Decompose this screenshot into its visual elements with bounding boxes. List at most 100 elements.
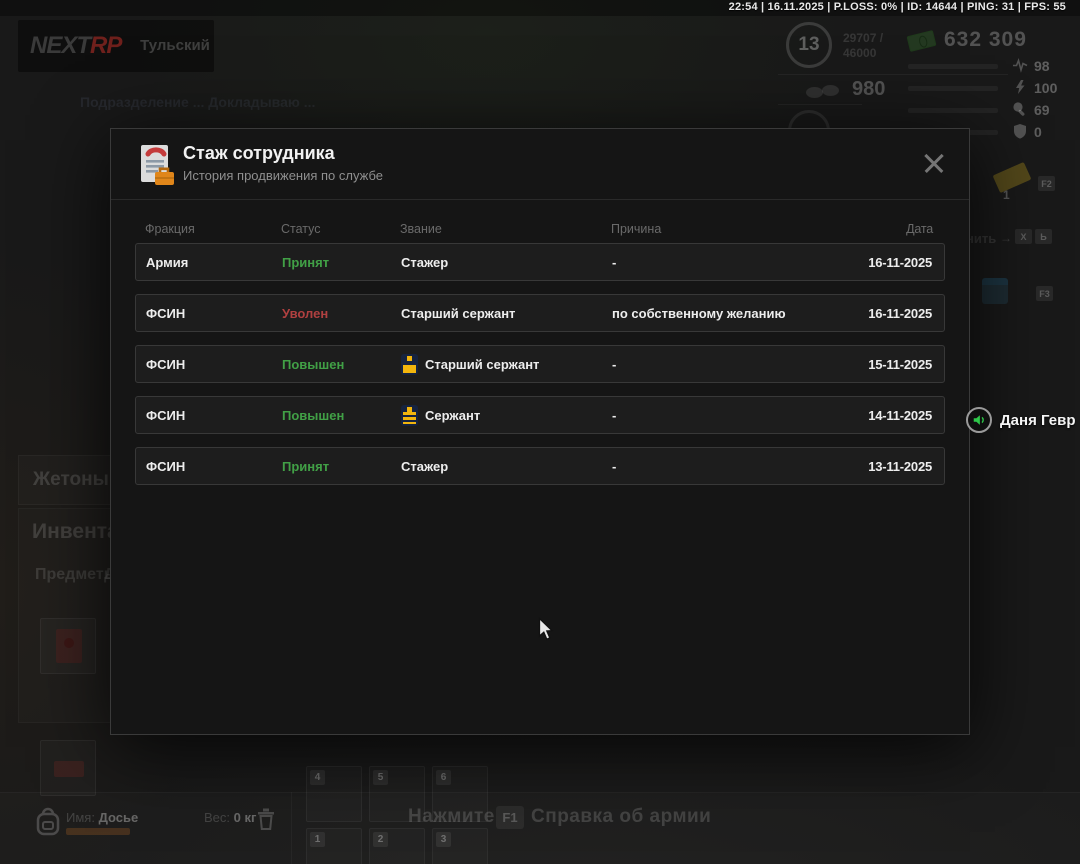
backpack-icon [36, 807, 60, 836]
level-value: 13 [798, 34, 820, 55]
table-row: ФСИН Повышен Сержант - 14-11-2025 [135, 396, 945, 434]
status-cell: Принят [282, 254, 330, 270]
rank-label: Старший сержант [425, 356, 540, 372]
stat-bar-track [908, 108, 998, 113]
document-briefcase-icon [141, 145, 174, 185]
stat-hunger: 69 [908, 100, 1078, 122]
hotbar-slot-number: 5 [373, 770, 388, 785]
history-table: Фракция Статус Звание Причина Дата Армия… [135, 200, 945, 485]
stat-bar-track [908, 64, 998, 69]
table-row: ФСИН Повышен Старший сержант - 15-11-202… [135, 345, 945, 383]
key-x-badge: X [1015, 229, 1032, 244]
passport-item-icon [56, 629, 82, 663]
close-icon[interactable] [917, 146, 951, 180]
stat-bar-track [908, 86, 998, 91]
hotbar-slot-number: 6 [436, 770, 451, 785]
top-strip [0, 0, 1080, 16]
modal-title: Стаж сотрудника [183, 143, 335, 163]
employee-experience-modal: Стаж сотрудника История продвижения по с… [110, 128, 970, 735]
arrow-icon: → [1000, 231, 1012, 245]
hotbar-slot-number: 1 [310, 832, 325, 847]
rank-cell: Старший сержант [401, 306, 612, 321]
trash-icon [258, 808, 274, 830]
key-soft-badge: Ь [1035, 229, 1052, 244]
hotbar-slot: 1 [306, 828, 362, 864]
date-cell: 15-11-2025 [868, 356, 932, 372]
table-header-row: Фракция Статус Звание Причина Дата [135, 200, 945, 243]
hotbar-row-top: 4 5 6 [306, 766, 488, 822]
modal-subtitle: История продвижения по службе [183, 168, 383, 183]
food-icon [1012, 101, 1028, 117]
bag-weight-bar [66, 828, 130, 835]
chat-message-faint: Подразделение ... Докладываю ... [80, 94, 316, 110]
hud-divider [778, 104, 862, 105]
stat-value: 100 [1034, 80, 1058, 96]
ticket-item-icon [992, 161, 1032, 194]
hotbar-slot: 3 [432, 828, 488, 864]
coins-icon [822, 85, 839, 96]
hotbar-slot: 5 [369, 766, 425, 822]
key-f2-badge: F2 [1038, 176, 1055, 191]
ticket-count: 1 [1003, 188, 1010, 202]
rank-cell: Старший сержант [401, 353, 612, 375]
voice-indicator: Даня Гевр [966, 407, 1075, 433]
table-row: Армия Принят Стажер - 16-11-2025 [135, 243, 945, 281]
date-cell: 16-11-2025 [868, 254, 932, 270]
key-f1-badge: F1 [496, 806, 524, 829]
heartbeat-icon [1012, 57, 1028, 73]
table-body: Армия Принят Стажер - 16-11-2025 ФСИН Ув… [135, 243, 945, 485]
calendar-icon [982, 278, 1008, 304]
server-name: Тульский [140, 37, 210, 54]
level-badge: 13 [786, 22, 832, 68]
speaker-icon [966, 407, 992, 433]
rank-cell: Сержант [401, 404, 612, 426]
shield-icon [1012, 123, 1028, 139]
rank-cell: Стажер [401, 459, 612, 474]
table-row: ФСИН Уволен Старший сержант по собственн… [135, 294, 945, 332]
cash-icon [906, 29, 937, 53]
rank-label: Стажер [401, 254, 449, 270]
xp-progress: 29707 /46000 [843, 31, 884, 60]
stat-value: 98 [1034, 58, 1050, 74]
status-bar: 22:54 | 16.11.2025 | P.LOSS: 0% | ID: 14… [728, 1, 1066, 13]
modal-header: Стаж сотрудника История продвижения по с… [111, 129, 969, 200]
status-cell: Повышен [282, 356, 345, 372]
coins-value: 980 [852, 78, 886, 100]
rank-label: Старший сержант [401, 305, 516, 321]
help-press-label: Нажмите [408, 806, 495, 827]
rank-epaulette-icon [401, 353, 418, 375]
faction-cell: ФСИН [146, 407, 186, 423]
inventory-slot [40, 740, 96, 796]
card-item-icon [54, 761, 84, 777]
coins-icon [806, 87, 823, 98]
date-cell: 13-11-2025 [868, 458, 932, 474]
hud-divider [778, 74, 1008, 75]
col-rank: Звание [400, 221, 442, 236]
col-status: Статус [281, 221, 321, 236]
reason-cell: - [612, 407, 617, 423]
reason-cell: - [612, 458, 617, 474]
hint-fragment: нить [966, 231, 997, 246]
help-text: Справка об армии [531, 806, 712, 827]
bag-panel [22, 792, 292, 864]
faction-cell: ФСИН [146, 356, 186, 372]
server-logo-panel: NEXTRP Тульский [18, 20, 214, 72]
rank-cell: Стажер [401, 255, 612, 270]
hotbar-slot: 6 [432, 766, 488, 822]
mouse-cursor [538, 617, 554, 641]
hotbar-slot: 4 [306, 766, 362, 822]
tokens-label: Жетоны [33, 469, 109, 490]
status-cell: Уволен [282, 305, 329, 321]
faction-cell: Армия [146, 254, 189, 270]
stat-health: 98 [908, 56, 1078, 78]
lightning-icon [1012, 79, 1028, 95]
nextrp-logo: NEXTRP [30, 32, 122, 59]
reason-cell: - [612, 254, 617, 270]
col-reason: Причина [611, 221, 662, 236]
stat-value: 69 [1034, 102, 1050, 118]
rank-label: Сержант [425, 407, 481, 423]
hotbar-row-bottom: 1 2 3 [306, 828, 488, 864]
date-cell: 14-11-2025 [868, 407, 932, 423]
status-cell: Повышен [282, 407, 345, 423]
